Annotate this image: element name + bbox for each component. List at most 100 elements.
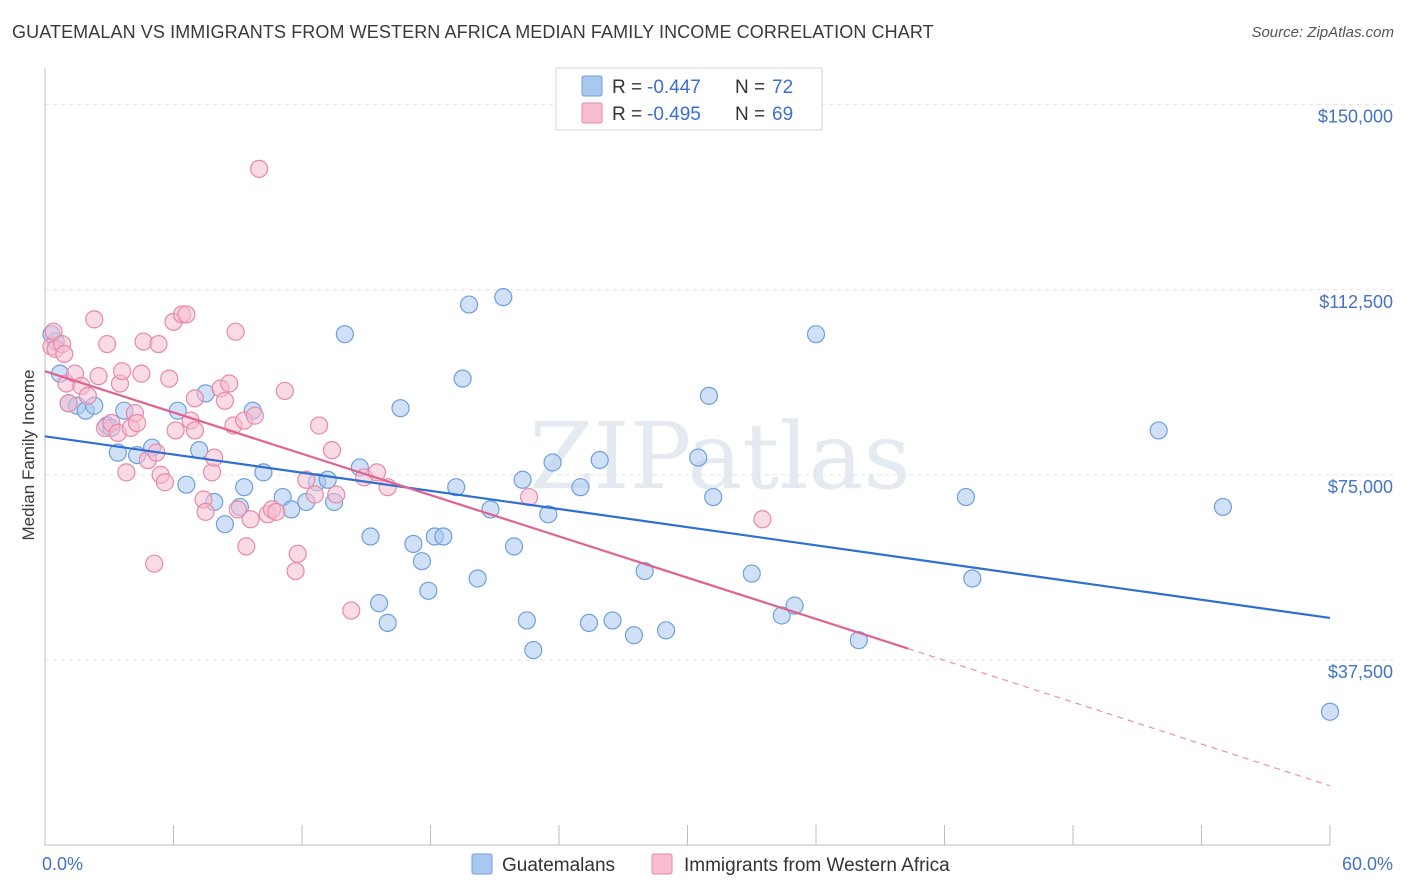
western-africa-point (297, 470, 316, 489)
western-africa-point (267, 502, 286, 521)
western-africa-point (753, 510, 772, 529)
legend-n-label-2: N = (735, 104, 765, 125)
western-africa-point (322, 441, 342, 460)
legend-r-label-1: R = (612, 77, 642, 98)
guatemalan-point (1149, 421, 1168, 440)
chart-title: GUATEMALAN VS IMMIGRANTS FROM WESTERN AF… (12, 22, 934, 42)
guatemalan-point (419, 581, 438, 600)
western-africa-point (205, 448, 224, 467)
western-africa-point (55, 344, 74, 364)
data-points (42, 159, 1340, 721)
guatemalan-point (190, 441, 209, 460)
guatemalan-point (624, 626, 644, 645)
grid-lines (45, 104, 1395, 661)
western-africa-point (89, 367, 108, 386)
guatemalan-point (378, 613, 397, 633)
guatemalan-point (704, 487, 723, 507)
guatemalan-point (447, 478, 466, 497)
western-africa-point (342, 601, 361, 620)
western-africa-point (112, 362, 132, 381)
legend-r-value-1: -0.447 (647, 77, 701, 98)
y-axis-label: Median Family Income (19, 369, 38, 540)
guatemalan-point (494, 288, 513, 307)
western-africa-point (202, 463, 222, 482)
guatemalan-point (571, 478, 590, 497)
guatemalan-point (391, 399, 410, 418)
guatemalan-point (370, 594, 389, 613)
guatemalan-point (459, 295, 479, 314)
guatemalan-point (603, 611, 622, 630)
guatemalan-point (361, 527, 380, 546)
western-africa-trend-extension (907, 647, 1331, 787)
guatemalan-point (963, 569, 982, 588)
western-africa-trend-line (44, 370, 909, 650)
western-africa-point (134, 332, 153, 351)
western-africa-point (245, 406, 264, 425)
western-africa-point (288, 544, 307, 563)
guatemalan-point (1213, 497, 1233, 517)
legend: R = -0.447 N = 72 R = -0.495 N = 69 (555, 67, 823, 131)
western-africa-point (127, 413, 147, 433)
western-africa-point (177, 305, 196, 324)
guatemalan-point (742, 564, 761, 583)
x-tick-labels: 0.0% 60.0% (42, 854, 1393, 874)
western-africa-point (250, 159, 269, 178)
guatemalan-point (806, 325, 826, 344)
trend-lines (44, 370, 1331, 787)
x-tick-label: 0.0% (42, 854, 83, 874)
western-africa-point (166, 421, 185, 440)
guatemalan-point (539, 505, 558, 524)
guatemalan-point (513, 470, 532, 489)
axes (44, 68, 1331, 846)
western-africa-point (149, 334, 168, 354)
western-africa-point (327, 485, 346, 504)
western-africa-point (310, 416, 329, 435)
legend-n-value-2: 69 (772, 104, 793, 125)
guatemalan-point (579, 613, 599, 633)
legend-r-label-2: R = (612, 104, 642, 125)
bottom-legend-label-western-africa: Immigrants from Western Africa (684, 855, 950, 876)
western-africa-point (305, 485, 324, 504)
y-tick-label: $37,500 (1328, 662, 1393, 682)
guatemalan-point (282, 500, 301, 519)
legend-n-label-1: N = (735, 77, 765, 98)
western-africa-point (215, 391, 234, 410)
western-africa-point (185, 389, 205, 408)
guatemalan-point (335, 325, 354, 344)
guatemalan-point (404, 534, 423, 554)
guatemalan-point (177, 475, 196, 494)
guatemalan-point (318, 470, 337, 489)
guatemalan-point (524, 640, 543, 660)
western-africa-point (275, 381, 294, 401)
guatemalan-point (543, 453, 562, 472)
x-tick-label: 60.0% (1342, 854, 1393, 874)
western-africa-point (78, 386, 97, 405)
western-africa-point (196, 502, 215, 521)
y-tick-labels: $37,500 $75,000 $112,500 $150,000 (1318, 107, 1393, 682)
chart-source: Source: ZipAtlas.com (1251, 24, 1394, 41)
y-tick-label: $75,000 (1328, 477, 1393, 497)
guatemalan-point (453, 369, 472, 388)
bottom-legend-swatch-guatemalans (471, 853, 493, 875)
western-africa-point (59, 394, 78, 413)
y-tick-label: $112,500 (1319, 292, 1393, 312)
guatemalan-point (504, 537, 524, 556)
western-africa-point (145, 554, 164, 573)
western-africa-point (160, 369, 179, 388)
bottom-legend-label-guatemalans: Guatemalans (502, 855, 615, 876)
western-africa-point (117, 463, 136, 482)
guatemalan-trend-line (44, 435, 1331, 620)
western-africa-point (220, 374, 239, 393)
guatemalan-point (689, 448, 708, 467)
bottom-legend-swatch-western-africa (651, 853, 673, 875)
y-tick-label: $150,000 (1318, 107, 1393, 127)
western-africa-point (237, 537, 256, 556)
guatemalan-point (517, 611, 536, 630)
western-africa-point (85, 310, 104, 329)
guatemalan-point (434, 527, 453, 546)
western-africa-point (98, 334, 117, 354)
legend-r-value-2: -0.495 (647, 104, 701, 125)
legend-swatch-guatemalans (581, 75, 603, 97)
guatemalan-point (1320, 702, 1340, 721)
